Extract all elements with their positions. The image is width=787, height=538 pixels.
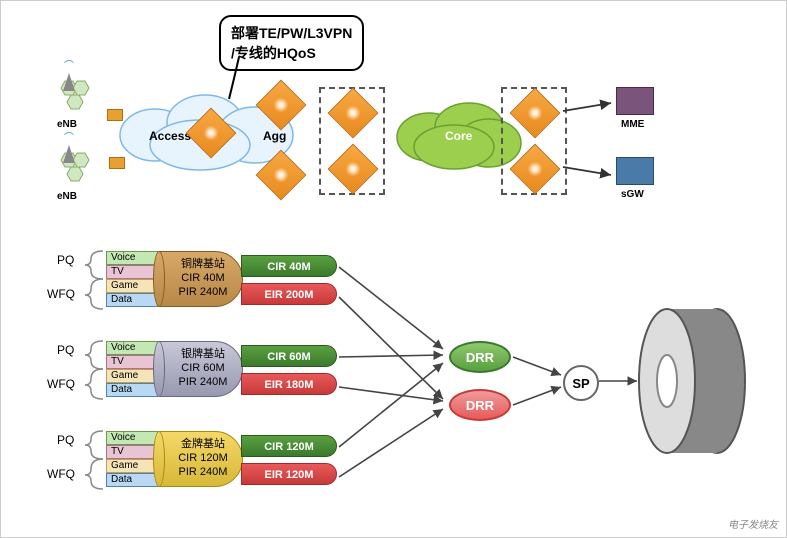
queue-voice-0: Voice bbox=[106, 251, 158, 265]
sgw-icon bbox=[616, 157, 654, 185]
radio-icon-1 bbox=[107, 109, 123, 121]
eir-pill-0: EIR 200M bbox=[241, 283, 337, 305]
station-text-2: 金牌基站CIR 120MPIR 240M bbox=[167, 437, 239, 479]
mme-icon bbox=[616, 87, 654, 115]
antenna-icon-1: ⌒ bbox=[59, 61, 79, 91]
bracket-0 bbox=[81, 249, 107, 311]
pq-label-2: PQ bbox=[57, 433, 74, 447]
callout-line1: 部署TE/PW/L3VPN bbox=[231, 25, 352, 41]
queue-tv-0: TV bbox=[106, 265, 158, 279]
queue-tv-2: TV bbox=[106, 445, 158, 459]
antenna-icon-2: ⌒ bbox=[59, 133, 79, 163]
sgw-label: sGW bbox=[621, 189, 644, 200]
drr-node-1: DRR bbox=[449, 341, 511, 373]
queue-game-1: Game bbox=[106, 369, 158, 383]
queue-data-2: Data bbox=[106, 473, 158, 487]
wfq-label-2: WFQ bbox=[47, 467, 75, 481]
bracket-1 bbox=[81, 339, 107, 401]
agg-label: Agg bbox=[263, 129, 286, 143]
pq-label-0: PQ bbox=[57, 253, 74, 267]
drr-node-2: DRR bbox=[449, 389, 511, 421]
station-text-0: 铜牌基站CIR 40MPIR 240M bbox=[167, 257, 239, 299]
cir-pill-1: CIR 60M bbox=[241, 345, 337, 367]
enb-label-2: eNB bbox=[57, 191, 77, 202]
pq-label-1: PQ bbox=[57, 343, 74, 357]
queue-tv-1: TV bbox=[106, 355, 158, 369]
radio-icon-2 bbox=[109, 157, 125, 169]
cir-pill-0: CIR 40M bbox=[241, 255, 337, 277]
access-label: Access bbox=[149, 129, 191, 143]
queue-data-0: Data bbox=[106, 293, 158, 307]
queue-voice-1: Voice bbox=[106, 341, 158, 355]
output-disk bbox=[637, 301, 757, 461]
station-text-1: 银牌基站CIR 60MPIR 240M bbox=[167, 347, 239, 389]
queue-data-1: Data bbox=[106, 383, 158, 397]
queue-voice-2: Voice bbox=[106, 431, 158, 445]
watermark-brand: 电子发烧友 bbox=[728, 516, 778, 531]
core-out-lines bbox=[561, 91, 621, 201]
eir-pill-2: EIR 120M bbox=[241, 463, 337, 485]
queue-game-2: Game bbox=[106, 459, 158, 473]
sp-node: SP bbox=[563, 365, 599, 401]
core-label: Core bbox=[445, 129, 472, 143]
bracket-2 bbox=[81, 429, 107, 491]
eir-pill-1: EIR 180M bbox=[241, 373, 337, 395]
cir-pill-2: CIR 120M bbox=[241, 435, 337, 457]
queue-game-0: Game bbox=[106, 279, 158, 293]
wfq-label-1: WFQ bbox=[47, 377, 75, 391]
wfq-label-0: WFQ bbox=[47, 287, 75, 301]
mme-label: MME bbox=[621, 119, 644, 130]
